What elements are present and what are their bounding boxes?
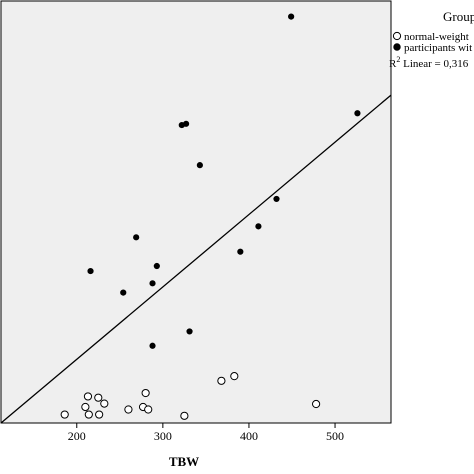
x-axis-label: TBW: [169, 454, 199, 469]
x-tick-label-200: 200: [68, 429, 86, 443]
point-participants-14: [354, 110, 361, 117]
fit-label-prefix: R: [389, 58, 397, 70]
point-normal-weight-12: [217, 376, 226, 385]
x-tick-label-500: 500: [326, 429, 344, 443]
point-participants-9: [196, 162, 203, 169]
point-normal-weight-10: [144, 405, 153, 414]
legend: Group normal-weight participants wit R2 …: [389, 9, 474, 70]
point-normal-weight-0: [60, 410, 69, 419]
point-normal-weight-3: [84, 410, 93, 419]
point-participants-8: [186, 328, 193, 335]
legend-marker-participants: [393, 43, 401, 51]
legend-title: Group: [443, 9, 474, 24]
point-participants-5: [153, 262, 160, 270]
point-participants-4: [149, 280, 156, 287]
point-participants-13: [288, 13, 295, 20]
point-participants-1: [120, 289, 127, 296]
point-participants-2: [133, 234, 140, 241]
point-normal-weight-6: [100, 399, 109, 408]
legend-label-normal-weight: normal-weight: [404, 31, 469, 43]
point-participants-11: [255, 223, 262, 230]
point-normal-weight-11: [180, 411, 189, 420]
fit-label-suffix: Linear = 0,316: [400, 58, 468, 70]
point-normal-weight-14: [311, 399, 321, 409]
fit-label-superscript: 2: [396, 55, 400, 64]
x-ticks-layer: 200 300 400 500: [68, 423, 344, 443]
point-participants-7: [182, 120, 190, 127]
point-participants-0: [87, 267, 94, 275]
point-normal-weight-4: [94, 393, 103, 402]
point-normal-weight-2: [83, 392, 93, 401]
point-participants-3: [149, 342, 156, 349]
points-layer: [60, 13, 361, 420]
point-normal-weight-1: [81, 402, 90, 412]
point-participants-10: [237, 248, 244, 255]
fit-line: [0, 94, 392, 424]
x-tick-label-400: 400: [240, 429, 258, 443]
plot-area: [0, 0, 392, 424]
fit-line-layer: [0, 94, 392, 424]
point-normal-weight-13: [230, 372, 239, 381]
legend-marker-normal-weight: [392, 31, 402, 41]
point-normal-weight-5: [95, 410, 104, 419]
point-normal-weight-7: [124, 405, 133, 414]
legend-fit-label: R2 Linear = 0,316: [389, 55, 469, 70]
x-tick-label-300: 300: [154, 429, 172, 443]
legend-label-participants: participants wit: [404, 42, 472, 54]
point-normal-weight-9: [141, 388, 150, 398]
point-participants-12: [273, 195, 280, 203]
